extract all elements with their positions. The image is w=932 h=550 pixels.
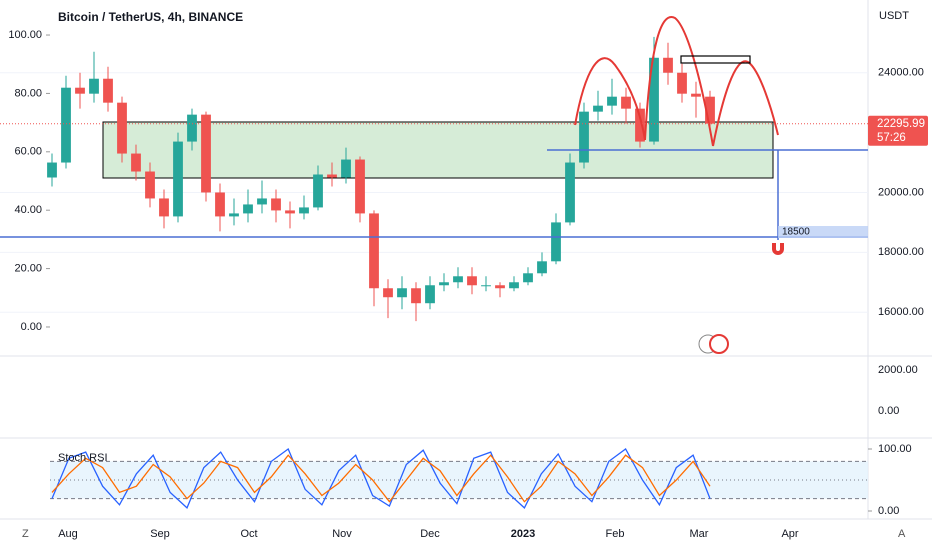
time-axis: Aug Sep Oct Nov Dec 2023 Feb Mar Apr <box>58 528 799 540</box>
candles <box>0 36 868 322</box>
candle-body <box>61 87 71 163</box>
candle-body <box>523 273 533 283</box>
left-tick-label: 100.00 <box>8 29 42 41</box>
candle-body <box>677 72 687 94</box>
price-tick-label: 20000.00 <box>878 186 924 198</box>
last-price-label: 22295.99 <box>877 118 925 130</box>
countdown-label: 57:26 <box>877 132 906 144</box>
candle-body <box>355 159 365 214</box>
candle-body <box>243 204 253 214</box>
candle-body <box>509 282 519 289</box>
candle-body <box>103 78 113 103</box>
volume-tick-label: 0.00 <box>878 405 899 417</box>
candle-body <box>117 102 127 154</box>
left-tick-label: 0.00 <box>21 321 42 333</box>
candle-body <box>467 276 477 286</box>
time-label: Feb <box>606 528 625 540</box>
candle-body <box>397 288 407 298</box>
price-tick-label: 16000.00 <box>878 306 924 318</box>
time-label: Dec <box>420 528 440 540</box>
price-tick-label: 24000.00 <box>878 67 924 79</box>
corner-label[interactable]: A <box>898 528 906 540</box>
candle-body <box>159 198 169 217</box>
candle-body <box>47 162 57 178</box>
candle-body <box>663 57 673 73</box>
left-tick-label: 40.00 <box>14 204 42 216</box>
candle-body <box>271 198 281 211</box>
candle-body <box>495 285 505 289</box>
stoch-line <box>51 454 711 503</box>
candle-body <box>173 141 183 217</box>
candle-body <box>369 213 379 289</box>
indicator-title: Stoch RSI <box>58 452 108 464</box>
candle-body <box>229 213 239 217</box>
candle-body <box>453 276 463 283</box>
candle-body <box>481 285 491 287</box>
time-label: 2023 <box>511 528 535 540</box>
candle-body <box>257 198 267 205</box>
candle-body <box>439 282 449 286</box>
time-label: Oct <box>240 528 257 540</box>
left-tick-label: 80.00 <box>14 87 42 99</box>
candle-body <box>411 288 421 304</box>
candle-body <box>145 171 155 199</box>
candle-body <box>327 174 337 178</box>
stoch-tick-label: 0.00 <box>878 505 899 517</box>
target-box <box>778 226 868 238</box>
currency-label: USDT <box>879 10 909 22</box>
candle-body <box>551 222 561 262</box>
top-box <box>680 55 751 64</box>
left-tick-label: 20.00 <box>14 262 42 274</box>
stoch-tick-label: 100.00 <box>878 443 912 455</box>
corner-label[interactable]: Z <box>22 528 29 540</box>
candle-body <box>341 159 351 178</box>
candle-body <box>285 210 295 214</box>
candle-body <box>201 114 211 193</box>
candle-body <box>75 87 85 94</box>
candle-body <box>649 57 659 142</box>
last-price-tag <box>868 115 928 146</box>
magnet-icon[interactable] <box>772 243 784 255</box>
candle-body <box>635 108 645 142</box>
candle-body <box>383 288 393 298</box>
candle-body <box>187 114 197 142</box>
stoch-line <box>51 447 711 510</box>
candle-body <box>89 78 99 94</box>
price-tick-label: 18000.00 <box>878 246 924 258</box>
candle-body <box>131 153 141 172</box>
overlay: 16000.00 18000.00 20000.00 24000.00 0.00 20.0… <box>0 29 928 333</box>
volume-tick-label: 2000.00 <box>878 364 918 376</box>
candle-body <box>705 96 715 124</box>
time-label: Nov <box>332 528 352 540</box>
stoch-pane: 0.00 100.00 <box>50 443 912 517</box>
candle-body <box>313 174 323 208</box>
target-label: 18500 <box>782 227 810 238</box>
candle-body <box>593 105 603 112</box>
candle-body <box>537 261 547 274</box>
time-label: Aug <box>58 528 78 540</box>
candle-body <box>299 207 309 214</box>
time-label: Mar <box>690 528 709 540</box>
pattern-curves <box>574 16 779 147</box>
candle-body <box>425 285 435 304</box>
candle-body <box>607 96 617 106</box>
event-icon[interactable] <box>709 334 729 354</box>
symbol-title: Bitcoin / TetherUS, 4h, BINANCE <box>58 10 243 24</box>
candle-body <box>579 111 589 163</box>
time-label: Apr <box>781 528 798 540</box>
candle-body <box>691 93 701 97</box>
candle-body <box>565 162 575 223</box>
candle-body <box>621 96 631 109</box>
time-label: Sep <box>150 528 170 540</box>
left-tick-label: 60.00 <box>14 146 42 158</box>
candle-body <box>215 192 225 217</box>
